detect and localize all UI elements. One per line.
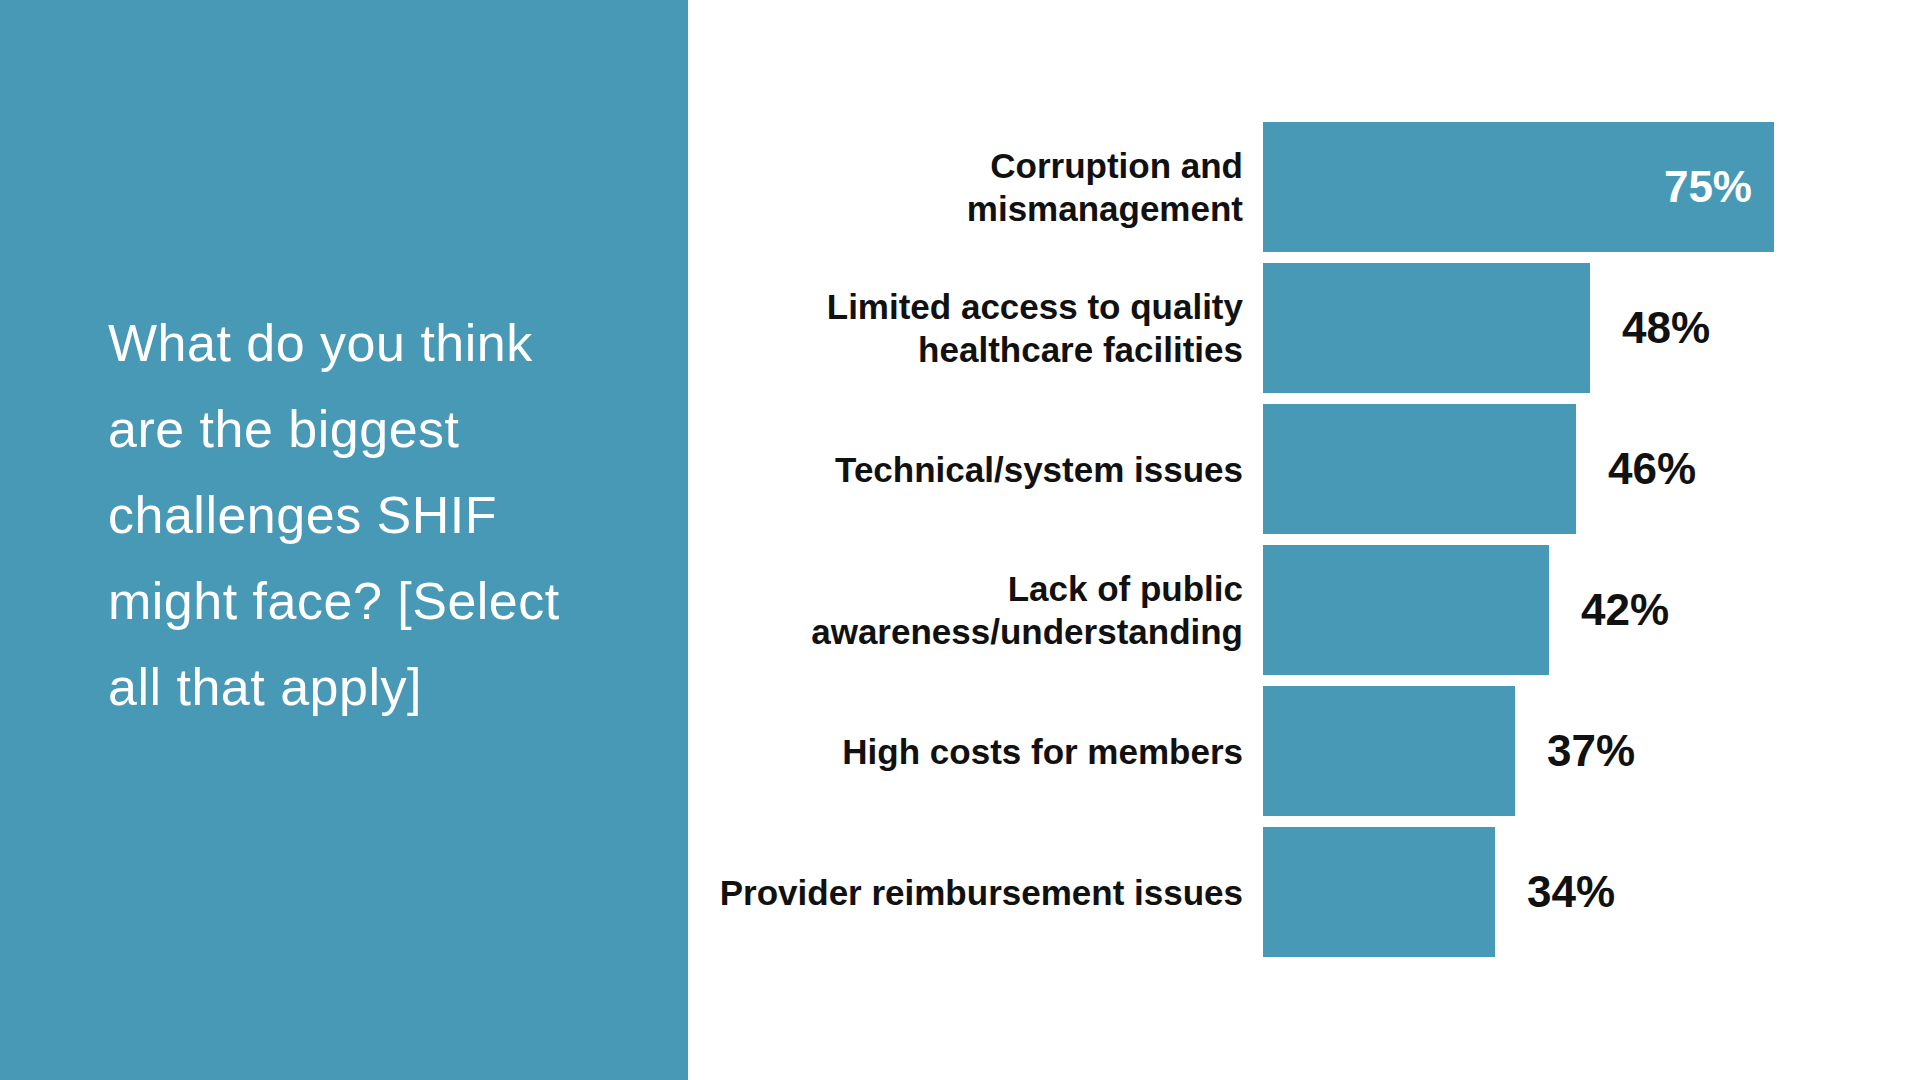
bar-category-label-line: Provider reimbursement issues (673, 871, 1243, 914)
question-panel: What do you think are the biggest challe… (0, 0, 688, 1080)
bar-category-label: Lack of publicawareness/understanding (673, 567, 1263, 653)
question-text: What do you think are the biggest challe… (108, 300, 638, 730)
bar-row: Limited access to qualityhealthcare faci… (673, 263, 1913, 393)
bar-category-label-line: awareness/understanding (673, 610, 1243, 653)
slide: What do you think are the biggest challe… (0, 0, 1920, 1080)
bar (1263, 545, 1549, 675)
bar-category-label-line: Limited access to quality (673, 285, 1243, 328)
bar-value-label: 75% (1664, 162, 1774, 212)
bar-category-label-line: healthcare facilities (673, 328, 1243, 371)
bar (1263, 827, 1495, 957)
bar-category-label-line: Lack of public (673, 567, 1243, 610)
bar-value-label: 34% (1527, 867, 1615, 917)
bar-chart: Corruption andmismanagement 75% Limited ac… (673, 122, 1913, 968)
bar-category-label: Limited access to qualityhealthcare faci… (673, 285, 1263, 371)
question-line: What do you think (108, 300, 638, 386)
bar (1263, 263, 1590, 393)
question-line: are the biggest (108, 386, 638, 472)
bar-row: Corruption andmismanagement 75% (673, 122, 1913, 252)
bar-row: Provider reimbursement issues 34% (673, 827, 1913, 957)
question-line: might face? [Select (108, 558, 638, 644)
bar-row: Technical/system issues 46% (673, 404, 1913, 534)
bar-category-label-line: Technical/system issues (673, 448, 1243, 491)
bar-value-label: 42% (1581, 585, 1669, 635)
bar-row: High costs for members 37% (673, 686, 1913, 816)
question-line: all that apply] (108, 644, 638, 730)
bar: 75% (1263, 122, 1774, 252)
bar-category-label-line: mismanagement (673, 187, 1243, 230)
bar-value-label: 37% (1547, 726, 1635, 776)
bar-value-label: 48% (1622, 303, 1710, 353)
bar-value-label: 46% (1608, 444, 1696, 494)
bar-category-label: High costs for members (673, 730, 1263, 773)
bar-category-label-line: High costs for members (673, 730, 1243, 773)
bar-category-label: Corruption andmismanagement (673, 144, 1263, 230)
question-line: challenges SHIF (108, 472, 638, 558)
bar-category-label-line: Corruption and (673, 144, 1243, 187)
bar (1263, 686, 1515, 816)
bar-category-label: Provider reimbursement issues (673, 871, 1263, 914)
bar-category-label: Technical/system issues (673, 448, 1263, 491)
bar (1263, 404, 1576, 534)
bar-row: Lack of publicawareness/understanding 42% (673, 545, 1913, 675)
